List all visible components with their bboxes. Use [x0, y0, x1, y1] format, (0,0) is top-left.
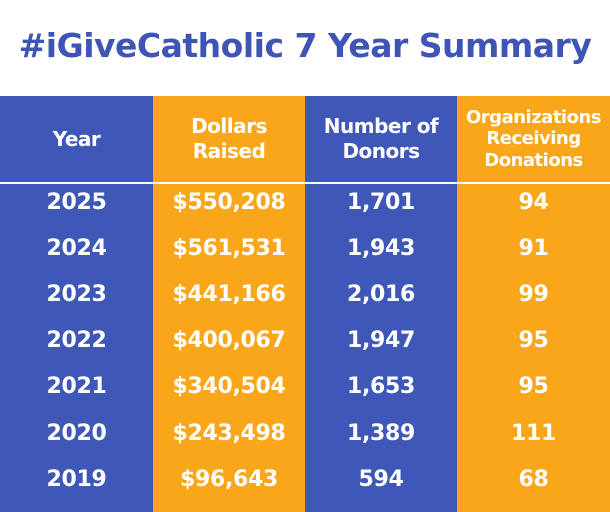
table-cell: $441,166 [172, 281, 286, 307]
table-cell: $550,208 [172, 189, 286, 215]
column-header: Number of Donors [323, 114, 439, 163]
column-header: Dollars Raised [191, 114, 267, 163]
table-cell: 2021 [46, 374, 107, 400]
table-cell: 2019 [46, 466, 107, 492]
column-header: Year [52, 126, 101, 151]
table-cell: 99 [518, 281, 549, 307]
table-cell: 2025 [46, 189, 107, 215]
table-cell: 2,016 [346, 281, 416, 307]
table-cell: $340,504 [172, 374, 286, 400]
table-cell: 1,653 [346, 374, 416, 400]
table-cell: $400,067 [172, 328, 286, 354]
table-cell: 1,947 [346, 328, 416, 354]
table-cell: 594 [358, 466, 404, 492]
table-cell: $96,643 [179, 466, 279, 492]
header-rule [0, 182, 610, 184]
table-cell: 2023 [46, 281, 107, 307]
table-cell: $561,531 [172, 235, 286, 261]
column-band [457, 96, 610, 512]
table-cell: 91 [518, 235, 549, 261]
table-cell: 95 [518, 374, 549, 400]
table-cell: 1,943 [346, 235, 416, 261]
table-cell: 2020 [46, 420, 107, 446]
table-cell: 2022 [46, 328, 107, 354]
table-cell: 95 [518, 328, 549, 354]
table-cell: 68 [518, 466, 549, 492]
table-cell: 2024 [46, 235, 107, 261]
table-cell: $243,498 [172, 420, 286, 446]
column-band [153, 96, 305, 512]
title: #iGiveCatholic 7 Year Summary [18, 26, 592, 65]
table-cell: 1,389 [346, 420, 416, 446]
table-cell: 111 [510, 420, 557, 446]
column-band [0, 96, 153, 512]
column-header: Organizations Receiving Donations [466, 106, 602, 171]
column-band [305, 96, 457, 512]
table-cell: 94 [518, 189, 549, 215]
table-cell: 1,701 [346, 189, 416, 215]
